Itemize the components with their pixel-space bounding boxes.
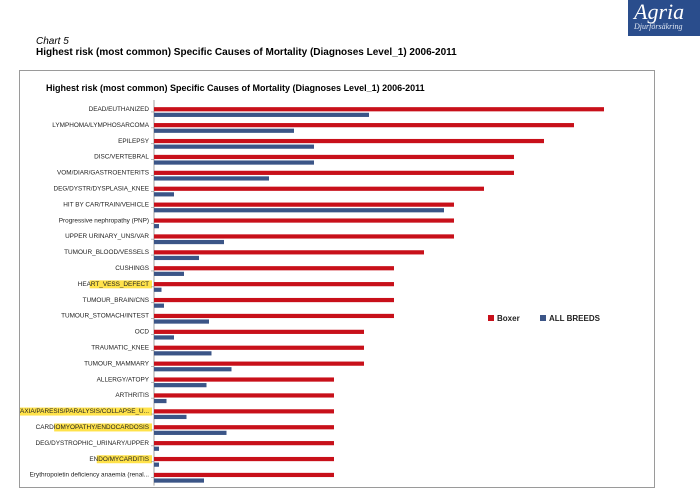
bar-boxer xyxy=(154,313,394,319)
bar-boxer xyxy=(154,107,604,112)
category-label: UPPER URINARY_UNS/VAR xyxy=(65,233,149,240)
bar-boxer xyxy=(154,425,334,430)
category-label: OCD xyxy=(135,329,150,336)
bar-all-breeds xyxy=(154,446,159,451)
bar-boxer xyxy=(154,138,544,144)
bar-boxer xyxy=(154,377,334,382)
legend-label: ALL BREEDS xyxy=(549,314,601,323)
chart-caption: Chart 5 xyxy=(36,36,69,47)
chart-frame: Highest risk (most common) Specific Caus… xyxy=(19,70,655,488)
bar-all-breeds xyxy=(154,462,159,467)
bar-boxer xyxy=(154,297,394,303)
bar-all-breeds xyxy=(154,144,314,149)
bar-chart: DEAD/EUTHANIZED LYMPHOMA/LYMPHOSARCOMA EPI… xyxy=(20,100,604,486)
category-label: TUMOUR_BRAIN/CNS xyxy=(83,297,149,304)
legend-swatch xyxy=(488,315,494,321)
bar-all-breeds xyxy=(154,398,167,404)
bar-boxer xyxy=(154,186,484,191)
bar-all-breeds xyxy=(154,271,184,276)
category-label: ATAXIA/PARESIS/PARALYSIS/COLLAPSE_U... xyxy=(20,408,149,415)
bar-all-breeds xyxy=(154,208,444,213)
bar-boxer xyxy=(154,409,334,414)
category-label: DISC/VERTEBRAL xyxy=(94,154,149,161)
bar-boxer xyxy=(154,441,334,446)
category-label: TRAUMATIC_KNEE xyxy=(91,344,149,351)
chart-title: Highest risk (most common) Specific Caus… xyxy=(46,83,425,93)
category-label: HEART_VESS_DEFECT xyxy=(78,281,149,288)
category-label: DEG/DYSTR/DYSPLASIA_KNEE xyxy=(53,185,149,192)
bar-boxer xyxy=(154,266,394,271)
category-label: TUMOUR_STOMACH/INTEST xyxy=(61,313,149,320)
label-highlight xyxy=(20,407,152,416)
legend-label: Boxer xyxy=(497,314,520,323)
category-label: LYMPHOMA/LYMPHOSARCOMA xyxy=(52,122,149,129)
label-highlight xyxy=(96,455,152,464)
category-label: DEAD/EUTHANIZED xyxy=(89,106,150,113)
label-highlight xyxy=(54,423,152,432)
bar-boxer xyxy=(154,329,364,334)
category-label: CARDIOMYOPATHY/ENDOCARDOSIS xyxy=(36,424,149,431)
bar-boxer xyxy=(154,250,424,255)
bar-all-breeds xyxy=(154,192,174,197)
bar-all-breeds xyxy=(154,335,174,340)
category-label: ARTHRITIS xyxy=(115,392,149,399)
bar-all-breeds xyxy=(154,319,209,324)
bar-all-breeds xyxy=(154,367,232,372)
bar-all-breeds xyxy=(154,287,162,292)
bar-all-breeds xyxy=(154,478,204,483)
bar-boxer xyxy=(154,170,514,175)
legend-swatch xyxy=(540,315,546,321)
bar-boxer xyxy=(154,234,454,239)
bar-all-breeds xyxy=(154,255,199,261)
bar-boxer xyxy=(154,282,394,287)
category-label: TUMOUR_BLOOD/VESSELS xyxy=(64,249,149,256)
agria-logo: Agria Djurförsäkring xyxy=(628,0,700,36)
bar-all-breeds xyxy=(154,176,269,181)
category-label: VOM/DIAR/GASTROENTERITS xyxy=(57,170,149,177)
category-label: Progressive nephropathy (PNP) xyxy=(59,217,149,224)
bar-all-breeds xyxy=(154,112,369,117)
category-label: TUMOUR_MAMMARY xyxy=(84,360,150,367)
bar-all-breeds xyxy=(154,224,159,229)
bar-boxer xyxy=(154,218,454,223)
bar-boxer xyxy=(154,202,454,207)
bar-all-breeds xyxy=(154,383,207,388)
category-label: CUSHINGS xyxy=(115,265,149,272)
bar-boxer xyxy=(154,456,334,462)
bar-all-breeds xyxy=(154,430,227,435)
label-highlight xyxy=(89,280,152,289)
bar-all-breeds xyxy=(154,239,224,245)
category-label: EPILEPSY xyxy=(118,138,150,145)
bar-all-breeds xyxy=(154,414,187,420)
logo-subtitle: Djurförsäkring xyxy=(634,22,683,31)
bar-boxer xyxy=(154,123,574,128)
bar-boxer xyxy=(154,393,334,398)
category-label: ALLERGY/ATOPY xyxy=(97,376,150,383)
category-label: HIT BY CAR/TRAIN/VEHICLE xyxy=(63,201,149,208)
page-subtitle: Highest risk (most common) Specific Caus… xyxy=(36,47,457,58)
bar-all-breeds xyxy=(154,351,212,356)
category-label: DEG/DYSTROPHIC_URINARY/UPPER xyxy=(35,440,149,447)
category-label: ENDO/MYCARDITIS xyxy=(89,456,149,463)
bar-boxer xyxy=(154,361,364,366)
logo-name: Agria xyxy=(634,0,685,24)
bar-all-breeds xyxy=(154,128,294,133)
category-label: Erythropoietin deficiency anaemia (renal… xyxy=(30,472,150,479)
bar-all-breeds xyxy=(154,160,314,165)
bar-boxer xyxy=(154,154,514,160)
bar-boxer xyxy=(154,472,334,478)
bar-all-breeds xyxy=(154,303,164,308)
bar-boxer xyxy=(154,345,364,350)
